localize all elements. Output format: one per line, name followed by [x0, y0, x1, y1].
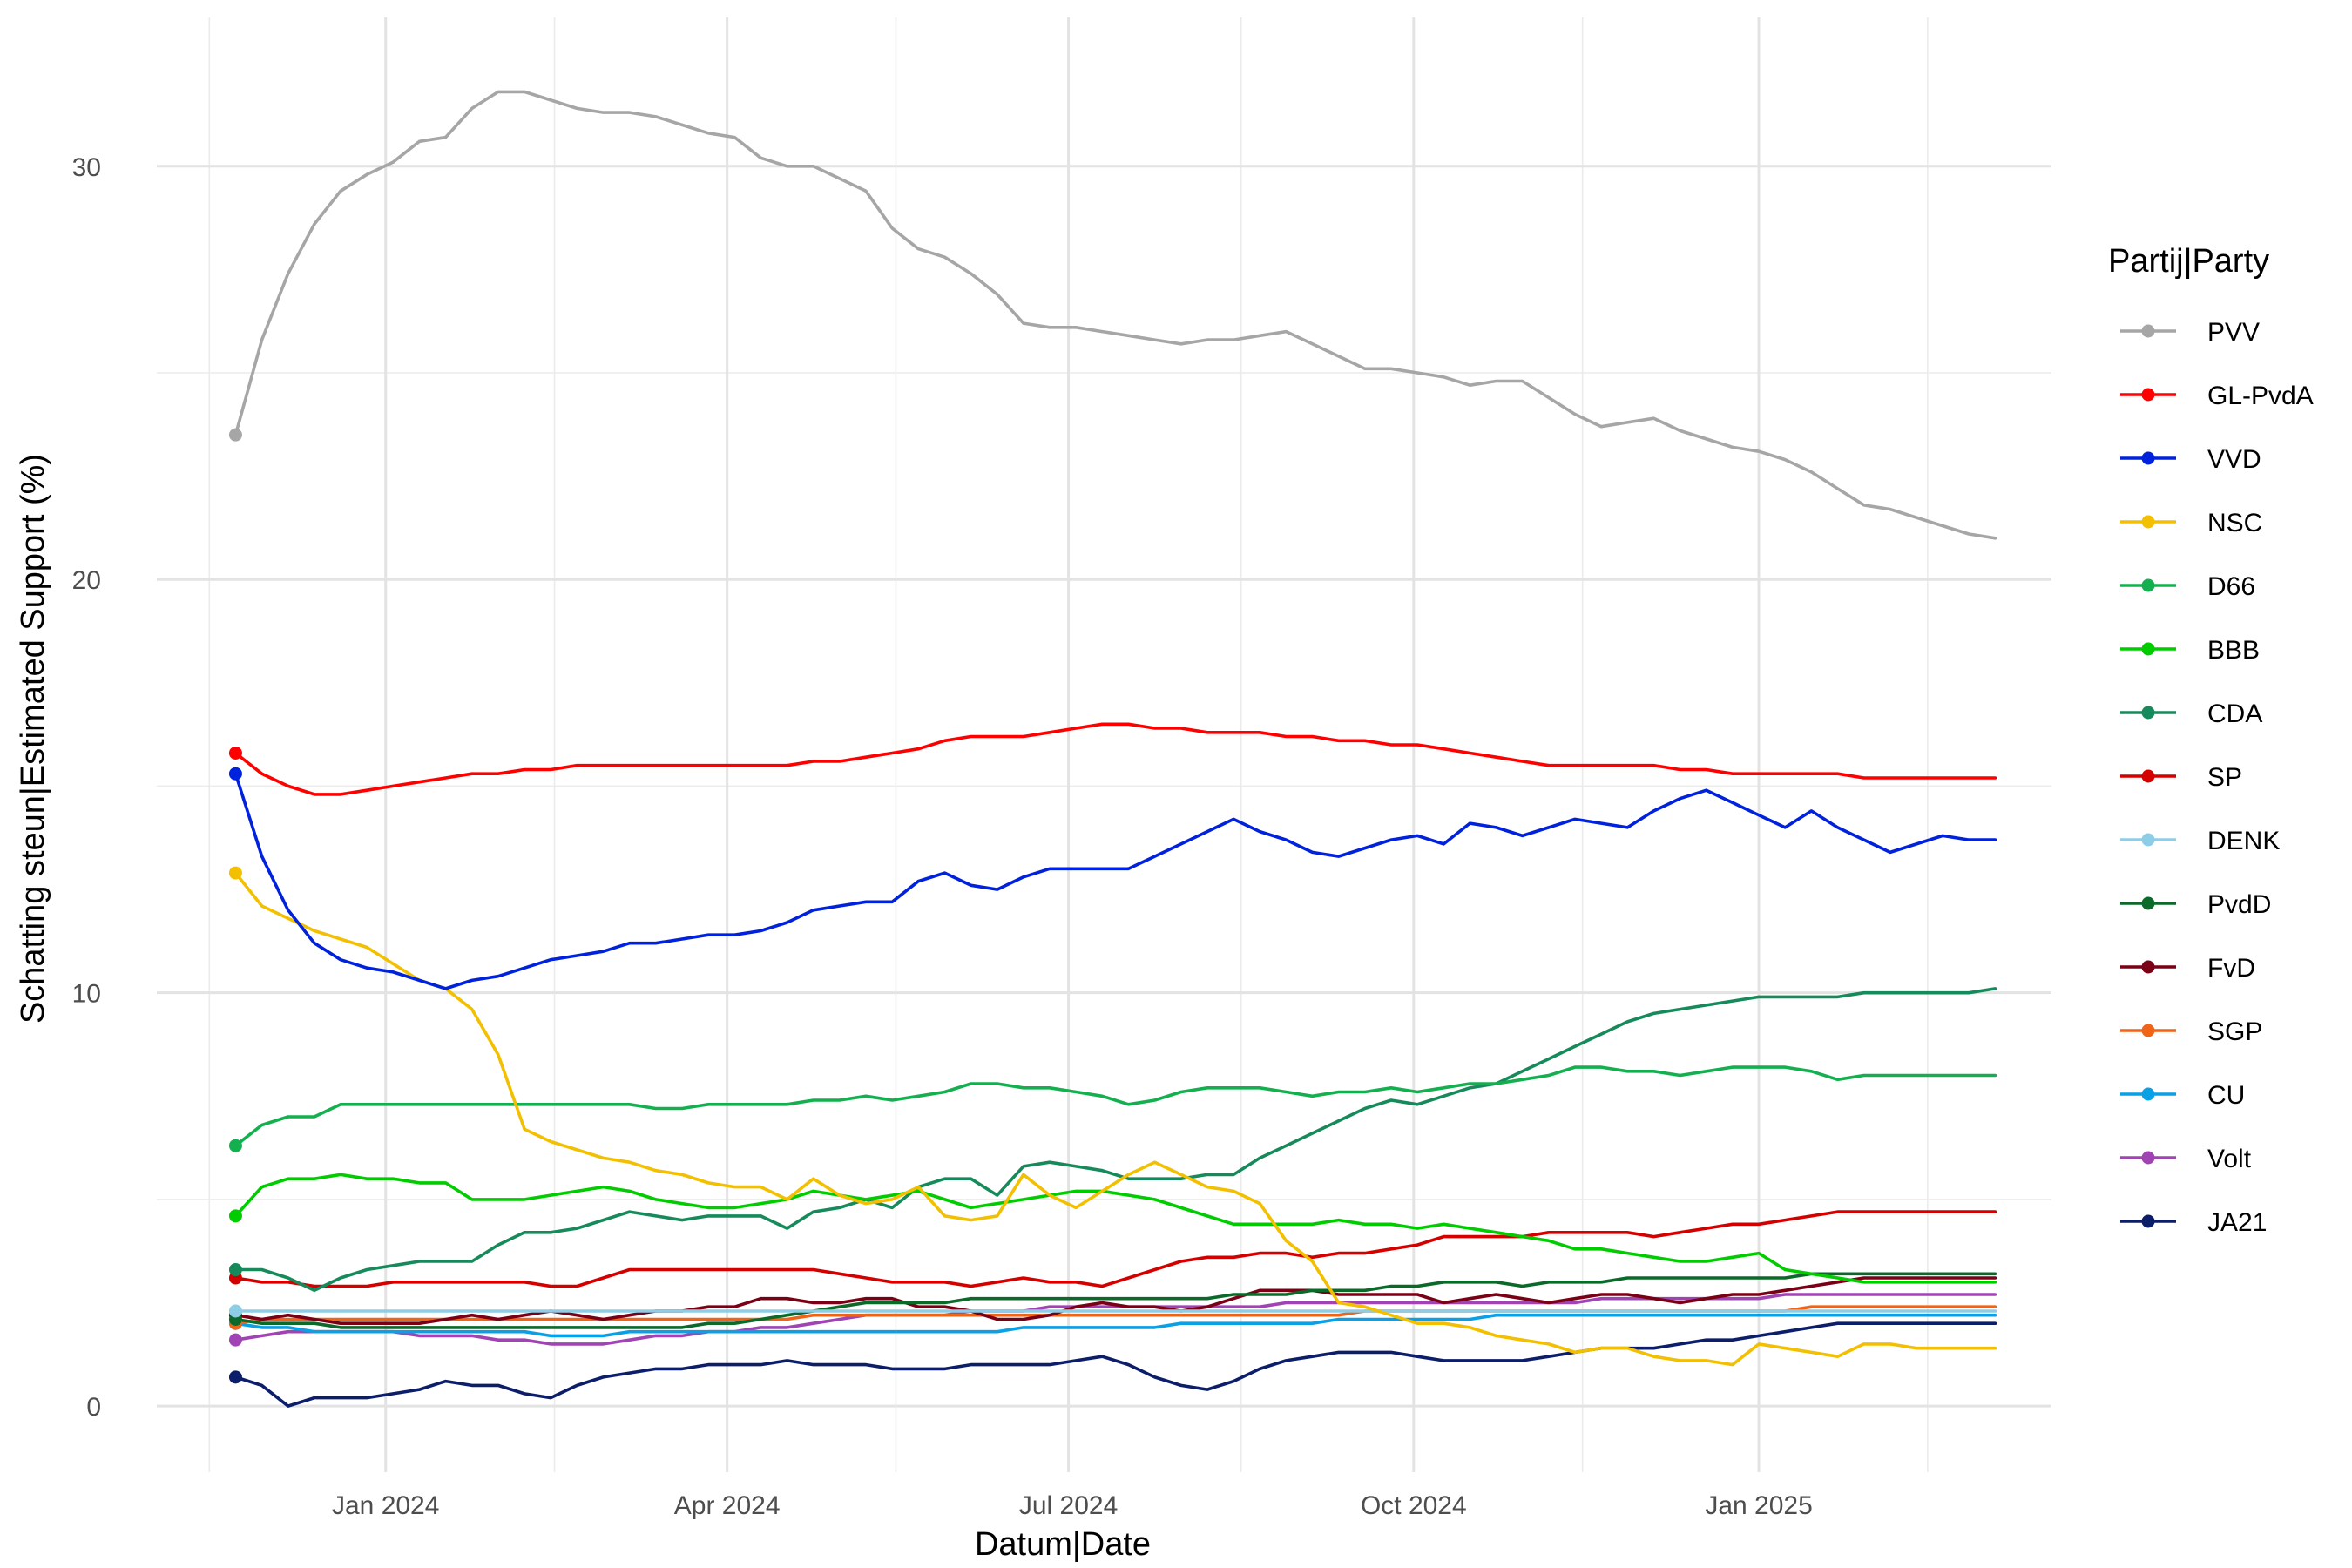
series-start-point-pvv	[228, 428, 242, 442]
legend-item-gl-pvda: GL-PvdA	[2120, 382, 2314, 410]
legend-item-bbb: BBB	[2120, 636, 2260, 665]
x-tick-label: Apr 2024	[674, 1491, 781, 1520]
legend-item-denk: DENK	[2120, 827, 2280, 855]
y-tick-label: 10	[72, 980, 101, 1009]
legend-label: JA21	[2207, 1208, 2267, 1237]
legend-item-nsc: NSC	[2120, 509, 2262, 537]
legend-key-point	[2141, 515, 2155, 529]
legend-key-point	[2141, 642, 2155, 656]
series-start-point-ja21	[228, 1370, 242, 1384]
legend-key-point	[2141, 578, 2155, 592]
series-start-point-bbb	[228, 1209, 242, 1223]
series-start-point-gl-pvda	[228, 746, 242, 760]
legend-key-point	[2141, 1151, 2155, 1165]
grid	[157, 17, 2051, 1472]
series-line-ja21	[233, 1321, 1997, 1408]
legend-key-point	[2141, 960, 2155, 974]
series-line-fvd	[233, 1276, 1997, 1325]
legend-label: PvdD	[2207, 890, 2271, 919]
series-line-sp	[233, 1210, 1997, 1288]
series-line-bbb	[233, 1173, 1997, 1284]
series-line-pvv	[233, 90, 1997, 540]
legend-key-point	[2141, 833, 2155, 847]
series-start-point-vvd	[228, 767, 242, 781]
legend-label: CU	[2207, 1081, 2245, 1110]
legend-item-pvdd: PvdD	[2120, 890, 2271, 919]
legend-item-ja21: JA21	[2120, 1208, 2267, 1237]
series-line-nsc	[233, 871, 1997, 1367]
legend-label: FvD	[2207, 954, 2255, 983]
legend-label: DENK	[2207, 827, 2280, 855]
legend-label: CDA	[2207, 700, 2262, 728]
legend-label: D66	[2207, 572, 2255, 601]
legend-label: GL-PvdA	[2207, 382, 2314, 410]
y-tick-label: 20	[72, 566, 101, 595]
legend: Partij|Party PVV GL-PvdA VVD NSC D66 BBB CDA SP…	[2108, 243, 2314, 1237]
legend-label: SGP	[2207, 1017, 2262, 1046]
legend-item-d66: D66	[2120, 572, 2255, 601]
x-tick-label: Jul 2024	[1019, 1491, 1118, 1520]
y-tick-label: 30	[72, 153, 101, 182]
legend-item-sgp: SGP	[2120, 1017, 2262, 1046]
legend-item-volt: Volt	[2120, 1145, 2252, 1173]
x-tick-label: Jan 2024	[332, 1491, 439, 1520]
legend-key-point	[2141, 896, 2155, 910]
legend-label: NSC	[2207, 509, 2262, 537]
series-start-point-cda	[228, 1263, 242, 1277]
legend-item-cu: CU	[2120, 1081, 2245, 1110]
x-axis-ticks: Jan 2024 Apr 2024 Jul 2024 Oct 2024 Jan 2025	[332, 1491, 1813, 1520]
y-axis-ticks: 0 10 20 30	[72, 153, 101, 1422]
x-axis-title: Datum|Date	[975, 1526, 1151, 1563]
legend-key-point	[2141, 1087, 2155, 1101]
x-tick-label: Oct 2024	[1361, 1491, 1467, 1520]
legend-label: VVD	[2207, 445, 2261, 474]
series-line-pvdd	[233, 1272, 1997, 1329]
legend-label: BBB	[2207, 636, 2260, 665]
legend-key-point	[2141, 1024, 2155, 1037]
legend-label: PVV	[2207, 318, 2260, 347]
series-start-point-denk	[228, 1304, 242, 1318]
legend-key-point	[2141, 1214, 2155, 1228]
legend-title: Partij|Party	[2108, 243, 2269, 280]
legend-key-point	[2141, 451, 2155, 465]
legend-key-point	[2141, 769, 2155, 783]
series-line-cda	[233, 987, 1997, 1293]
y-axis-title: Schatting steun|Estimated Support (%)	[15, 454, 51, 1024]
series-line-vvd	[233, 772, 1997, 990]
legend-item-vvd: VVD	[2120, 445, 2261, 474]
legend-key-point	[2141, 324, 2155, 338]
legend-item-cda: CDA	[2120, 700, 2262, 728]
series-start-point-nsc	[228, 866, 242, 880]
legend-label: Volt	[2207, 1145, 2252, 1173]
legend-item-fvd: FvD	[2120, 954, 2255, 983]
series-line-cu	[233, 1313, 1997, 1338]
series-lines	[228, 90, 1997, 1408]
series-line-d66	[233, 1065, 1997, 1147]
legend-key-point	[2141, 388, 2155, 402]
legend-key-point	[2141, 706, 2155, 720]
series-line-gl-pvda	[233, 722, 1997, 796]
y-tick-label: 0	[86, 1393, 101, 1422]
series-start-point-d66	[228, 1139, 242, 1152]
legend-item-sp: SP	[2120, 763, 2242, 792]
x-tick-label: Jan 2025	[1705, 1491, 1812, 1520]
legend-label: SP	[2207, 763, 2242, 792]
series-start-point-volt	[228, 1333, 242, 1347]
legend-item-pvv: PVV	[2120, 318, 2260, 347]
